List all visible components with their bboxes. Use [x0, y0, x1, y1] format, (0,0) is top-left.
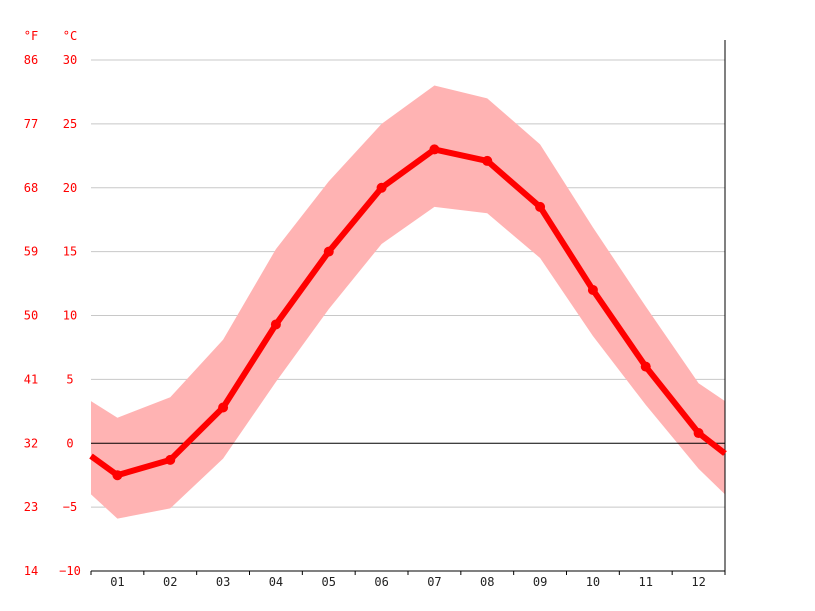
y-tick-label-c: 30 [63, 53, 77, 67]
y-tick-label-f: 50 [24, 309, 38, 323]
x-tick-label: 09 [533, 575, 547, 589]
data-point [218, 402, 229, 413]
y-tick-label-f: 59 [24, 245, 38, 259]
y-tick-label-c: 20 [63, 181, 77, 195]
x-tick-label: 01 [110, 575, 124, 589]
x-tick-label: 08 [480, 575, 494, 589]
y-tick-label-c: 10 [63, 309, 77, 323]
x-tick-label: 06 [374, 575, 388, 589]
data-point [165, 454, 176, 465]
unit-celsius-label: °C [63, 29, 77, 43]
data-point [376, 182, 387, 193]
unit-fahrenheit-label: °F [24, 29, 38, 43]
x-tick-label: 11 [639, 575, 653, 589]
y-tick-label-f: 68 [24, 181, 38, 195]
x-tick-label: 05 [322, 575, 336, 589]
y-tick-label-c: 0 [66, 436, 73, 450]
data-point [693, 428, 704, 439]
data-point [323, 246, 334, 257]
y-tick-label-f: 41 [24, 372, 38, 386]
x-tick-label: 02 [163, 575, 177, 589]
y-tick-label-f: 23 [24, 500, 38, 514]
y-tick-label-f: 32 [24, 436, 38, 450]
data-point [640, 361, 651, 372]
data-point [535, 201, 546, 212]
x-tick-label: 04 [269, 575, 283, 589]
data-points [112, 144, 704, 481]
data-point [482, 155, 493, 166]
y-tick-label-c: 5 [66, 372, 73, 386]
y-tick-label-f: 86 [24, 53, 38, 67]
data-point [587, 284, 598, 295]
y-axis-labels: °F °C 86 30 77 25 68 20 59 15 50 10 41 5 32 0 23 −5 14 −1… [24, 29, 81, 578]
avg-temperature-line [89, 146, 727, 479]
x-tick-label: 12 [691, 575, 705, 589]
x-tick-label: 10 [586, 575, 600, 589]
x-axis-labels: 01 02 03 04 05 06 07 08 09 10 11 12 [110, 575, 706, 589]
y-tick-label-c: −5 [63, 500, 77, 514]
y-tick-label-c: 15 [63, 245, 77, 259]
y-tick-label-f: 14 [24, 564, 38, 578]
y-tick-label-c: −10 [59, 564, 81, 578]
y-tick-label-f: 77 [24, 117, 38, 131]
data-point [270, 319, 281, 330]
x-tick-label: 07 [427, 575, 441, 589]
x-tick-label: 03 [216, 575, 230, 589]
data-point [112, 470, 123, 481]
y-tick-label-c: 25 [63, 117, 77, 131]
data-point [429, 144, 440, 155]
temperature-range-band [91, 85, 725, 519]
axes [90, 40, 726, 575]
